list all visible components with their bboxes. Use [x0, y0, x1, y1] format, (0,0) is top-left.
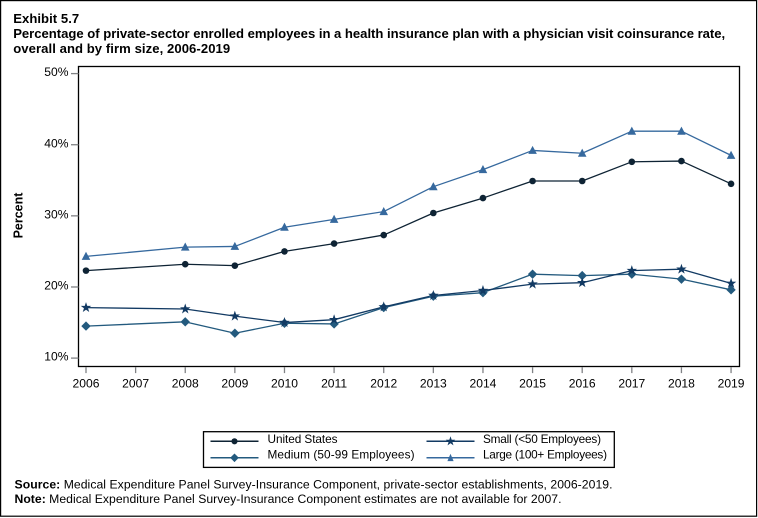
svg-text:2007: 2007: [122, 377, 149, 391]
svg-text:Note: Medical Expenditure Pane: Note: Medical Expenditure Panel Survey-I…: [15, 492, 562, 506]
svg-text:10%: 10%: [44, 350, 68, 364]
svg-text:2011: 2011: [321, 377, 347, 391]
svg-text:Percent: Percent: [12, 192, 26, 239]
svg-text:2008: 2008: [172, 377, 199, 391]
svg-text:United States: United States: [268, 432, 338, 446]
svg-text:2019: 2019: [718, 377, 745, 391]
svg-text:Exhibit 5.7: Exhibit 5.7: [13, 11, 79, 26]
svg-text:Small (<50 Employees): Small (<50 Employees): [483, 432, 601, 446]
svg-text:40%: 40%: [44, 136, 68, 150]
svg-text:Percentage of private-sector e: Percentage of private-sector enrolled em…: [13, 26, 725, 41]
svg-text:2010: 2010: [271, 377, 298, 391]
svg-text:2009: 2009: [221, 377, 248, 391]
svg-text:2013: 2013: [420, 377, 447, 391]
svg-text:50%: 50%: [44, 65, 68, 79]
svg-text:2012: 2012: [370, 377, 397, 391]
svg-text:2015: 2015: [519, 377, 546, 391]
svg-text:2017: 2017: [618, 377, 645, 391]
svg-text:Medium (50-99 Employees): Medium (50-99 Employees): [268, 448, 415, 462]
svg-text:overall and by firm size, 2006: overall and by firm size, 2006-2019: [13, 41, 230, 56]
svg-text:2006: 2006: [73, 377, 100, 391]
svg-text:30%: 30%: [44, 207, 68, 221]
svg-text:2016: 2016: [569, 377, 596, 391]
svg-text:2018: 2018: [668, 377, 695, 391]
svg-text:2014: 2014: [470, 377, 497, 391]
svg-text:20%: 20%: [44, 279, 68, 293]
svg-text:Large (100+ Employees): Large (100+ Employees): [483, 448, 607, 462]
svg-text:Source: Medical Expenditure Pa: Source: Medical Expenditure Panel Survey…: [15, 477, 613, 491]
